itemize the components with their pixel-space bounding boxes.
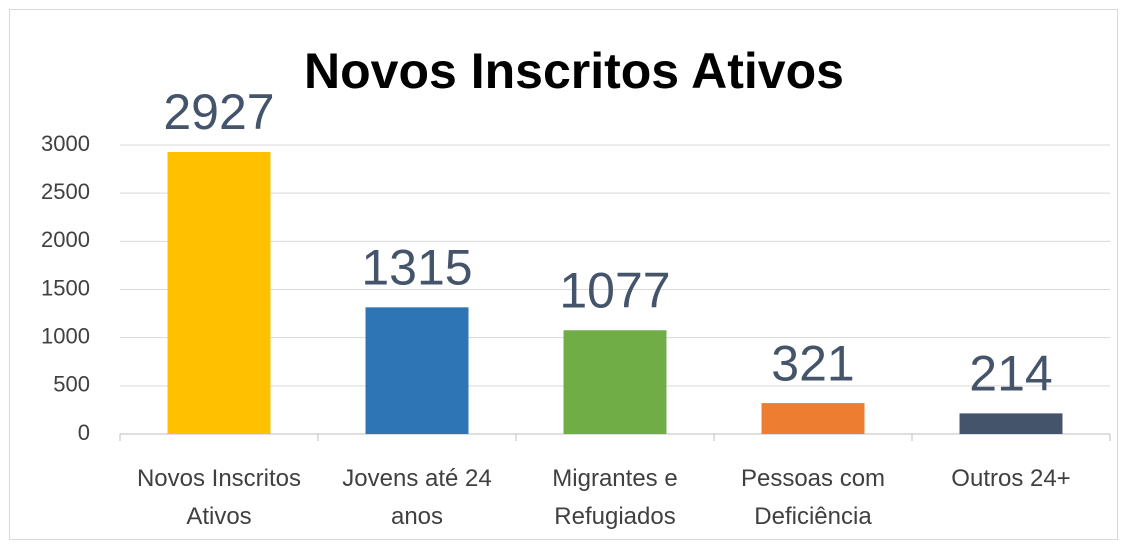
y-tick-label: 1500 bbox=[41, 275, 90, 300]
value-label: 321 bbox=[771, 335, 854, 391]
value-label: 1077 bbox=[559, 262, 670, 318]
bar bbox=[959, 413, 1063, 434]
value-label: 214 bbox=[969, 346, 1052, 402]
x-tick-label: Pessoas com Deficiência bbox=[740, 465, 886, 530]
y-tick-label: 0 bbox=[78, 420, 90, 445]
value-label: 2927 bbox=[163, 84, 274, 140]
bar bbox=[761, 403, 865, 434]
x-tick-label: Jovens até 24 anos bbox=[342, 465, 492, 530]
bar bbox=[563, 330, 667, 434]
chart-border bbox=[9, 9, 1118, 540]
y-tick-label: 2000 bbox=[41, 227, 90, 252]
y-tick-label: 500 bbox=[53, 372, 90, 397]
bar bbox=[167, 152, 271, 434]
x-tick-label: Migrantes e Refugiados bbox=[552, 465, 678, 530]
y-tick-label: 2500 bbox=[41, 179, 90, 204]
value-label: 1315 bbox=[361, 240, 472, 296]
chart-title: Novos Inscritos Ativos bbox=[304, 43, 844, 99]
x-tick-label: Novos Inscritos Ativos bbox=[136, 465, 302, 530]
x-tick-label: Outros 24+ bbox=[951, 465, 1071, 492]
y-tick-label: 3000 bbox=[41, 131, 90, 156]
bar bbox=[365, 307, 469, 434]
y-tick-label: 1000 bbox=[41, 323, 90, 348]
